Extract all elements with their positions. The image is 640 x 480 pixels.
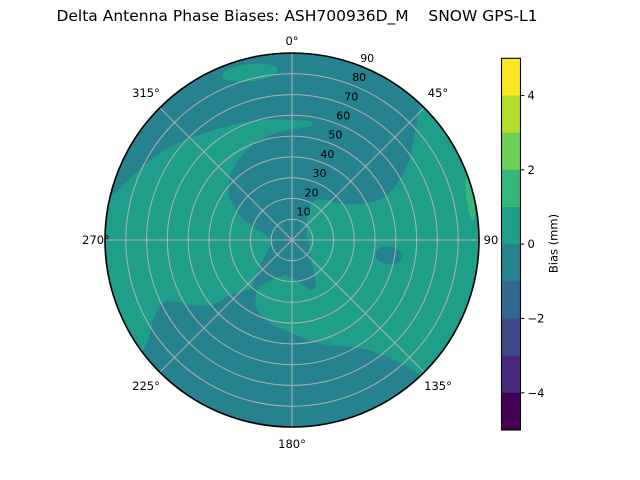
colorbar-band-7 [501,318,521,357]
colorbar-band-6 [501,281,521,319]
radial-tick-label-5: 60 [336,110,350,123]
colorbar-band-8 [501,355,521,394]
polar-grid-spoke [291,239,425,373]
polar-grid-spoke [159,239,293,373]
colorbar-band-5 [501,244,521,282]
colorbar-tick-label-2: 0 [528,237,535,251]
colorbar-band-1 [501,95,521,134]
theta-tick-labels-layer: 0° 45° 90 135° 180° 225° 270° 315° [82,34,498,451]
radial-tick-labels-layer: 10 20 30 40 50 60 70 80 90 [297,52,375,219]
theta-tick-label-7: 315° [132,86,160,100]
theta-tick-label-0: 0° [285,34,298,48]
colorbar-layer: 4 2 0 −2 −4 [500,57,545,431]
contour-top-patch [222,63,278,82]
theta-tick-label-5: 225° [132,379,160,393]
theta-tick-label-6: 270° [82,233,110,247]
radial-tick-label-7: 80 [352,71,366,84]
chart-title: Delta Antenna Phase Biases: ASH700936D_M… [56,7,537,26]
theta-tick-label-1: 45° [428,86,448,100]
colorbar-band-4 [501,207,521,245]
radial-tick-label-2: 30 [313,167,327,180]
colorbar-band-3 [501,169,521,208]
colorbar-axis-label: Bias (mm) [547,214,561,273]
colorbar-tick-label-4: −4 [528,386,545,400]
contour-region-west-north [105,119,313,357]
contour-region-east-south [255,98,479,378]
theta-tick-label-3: 135° [424,379,452,393]
contour-edge-sliver [465,177,475,221]
theta-tick-label-2: 90 [484,233,499,247]
polar-grid-spoke [159,107,293,241]
polar-grid-layer [104,52,480,428]
radial-tick-label-0: 10 [297,206,311,219]
colorbar-band-9 [501,392,521,431]
radial-tick-label-8: 90 [360,52,374,65]
polar-grid-spoke [291,107,425,241]
theta-tick-label-4: 180° [278,437,306,451]
radial-tick-label-6: 70 [344,90,358,103]
radial-tick-label-3: 40 [320,148,334,161]
polar-outer-boundary [104,52,480,428]
radial-tick-label-1: 20 [305,186,319,199]
colorbar-tick-label-3: −2 [528,312,545,326]
colorbar-tick-label-0: 4 [528,89,535,103]
colorbar-tick-label-1: 2 [528,163,535,177]
colorbar-band-0 [501,58,521,96]
colorbar-band-2 [501,132,521,171]
radial-tick-label-4: 50 [328,129,342,142]
